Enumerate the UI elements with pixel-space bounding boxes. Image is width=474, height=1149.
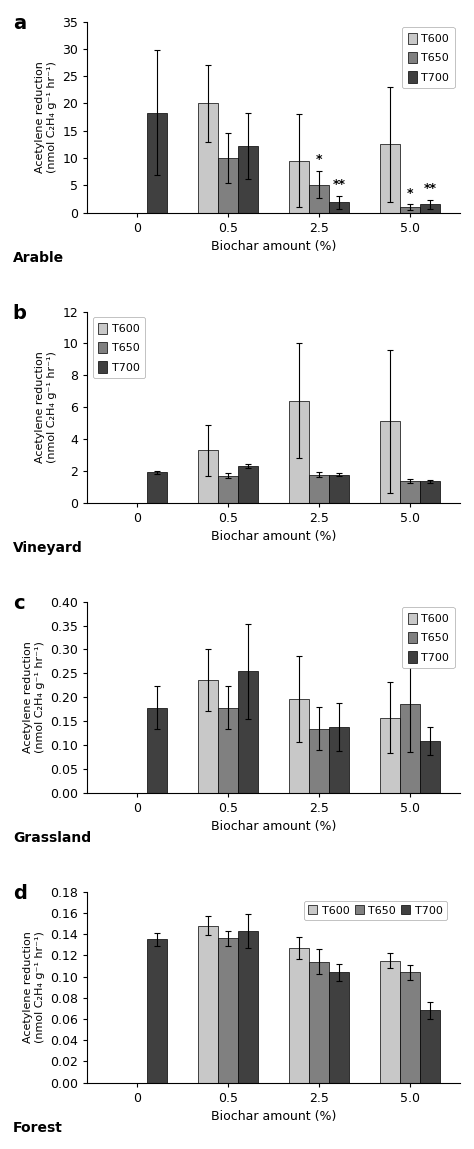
Bar — [289, 401, 309, 502]
Bar — [309, 962, 329, 1082]
X-axis label: Biochar amount (%): Biochar amount (%) — [211, 1110, 337, 1124]
Bar — [420, 205, 440, 213]
X-axis label: Biochar amount (%): Biochar amount (%) — [211, 530, 337, 543]
Bar — [420, 481, 440, 502]
Bar — [400, 207, 420, 213]
X-axis label: Biochar amount (%): Biochar amount (%) — [211, 820, 337, 833]
Bar — [400, 481, 420, 502]
Bar — [420, 1010, 440, 1082]
Bar — [218, 939, 238, 1082]
Bar — [238, 146, 258, 213]
Y-axis label: Acetylene reduction
(nmol C₂H₄ g⁻¹ hr⁻¹): Acetylene reduction (nmol C₂H₄ g⁻¹ hr⁻¹) — [35, 352, 57, 463]
Bar — [218, 708, 238, 793]
Bar — [420, 741, 440, 793]
Bar — [380, 145, 400, 213]
Text: Grassland: Grassland — [13, 831, 91, 845]
Bar — [329, 475, 349, 502]
X-axis label: Biochar amount (%): Biochar amount (%) — [211, 240, 337, 253]
Bar — [289, 699, 309, 793]
Bar — [218, 476, 238, 502]
Text: **: ** — [424, 183, 437, 195]
Bar — [238, 466, 258, 502]
Text: Arable: Arable — [13, 250, 64, 264]
Text: **: ** — [333, 178, 346, 191]
Text: *: * — [407, 186, 413, 200]
Bar — [309, 728, 329, 793]
Text: b: b — [13, 304, 27, 323]
Text: c: c — [13, 594, 25, 614]
Y-axis label: Acetylene reduction
(nmol C₂H₄ g⁻¹ hr⁻¹): Acetylene reduction (nmol C₂H₄ g⁻¹ hr⁻¹) — [35, 61, 57, 173]
Bar — [309, 185, 329, 213]
Bar — [289, 948, 309, 1082]
Bar — [329, 972, 349, 1082]
Bar — [289, 161, 309, 213]
Y-axis label: Acetylene reduction
(nmol C₂H₄ g⁻¹ hr⁻¹): Acetylene reduction (nmol C₂H₄ g⁻¹ hr⁻¹) — [23, 931, 45, 1043]
Bar — [380, 718, 400, 793]
Bar — [147, 940, 167, 1082]
Bar — [198, 450, 218, 502]
Bar — [147, 113, 167, 213]
Bar — [238, 671, 258, 793]
Bar — [238, 931, 258, 1082]
Bar — [198, 926, 218, 1082]
Legend: T600, T650, T700: T600, T650, T700 — [304, 901, 447, 920]
Text: a: a — [13, 14, 26, 33]
Bar — [309, 475, 329, 502]
Bar — [198, 680, 218, 793]
Bar — [147, 472, 167, 502]
Bar — [198, 103, 218, 213]
Legend: T600, T650, T700: T600, T650, T700 — [402, 28, 455, 88]
Text: *: * — [316, 153, 322, 167]
Bar — [380, 961, 400, 1082]
Legend: T600, T650, T700: T600, T650, T700 — [93, 317, 145, 378]
Legend: T600, T650, T700: T600, T650, T700 — [402, 607, 455, 669]
Bar — [329, 727, 349, 793]
Text: Forest: Forest — [13, 1120, 63, 1135]
Bar — [400, 972, 420, 1082]
Y-axis label: Acetylene reduction
(nmol C₂H₄ g⁻¹ hr⁻¹): Acetylene reduction (nmol C₂H₄ g⁻¹ hr⁻¹) — [23, 641, 45, 753]
Bar — [380, 422, 400, 502]
Bar — [147, 708, 167, 793]
Bar — [329, 202, 349, 213]
Bar — [400, 704, 420, 793]
Bar — [218, 159, 238, 213]
Text: d: d — [13, 884, 27, 903]
Text: Vineyard: Vineyard — [13, 541, 82, 555]
